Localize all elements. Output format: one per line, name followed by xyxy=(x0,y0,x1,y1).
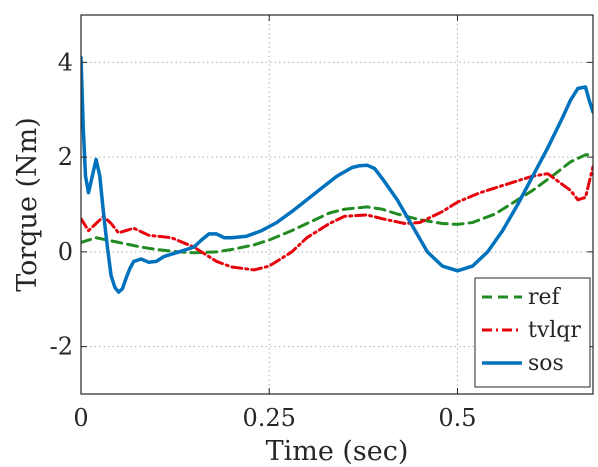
series-layer xyxy=(81,55,593,294)
legend: ref tvlqr sos xyxy=(474,277,591,388)
series-line-ref xyxy=(81,153,593,255)
y-tick-label: 4 xyxy=(58,48,73,76)
series-line-sos xyxy=(81,55,593,294)
y-tick-label: -2 xyxy=(50,333,73,361)
x-tick-label: 0.5 xyxy=(438,404,476,432)
y-tick-label: 0 xyxy=(58,238,73,266)
y-tick-label: 2 xyxy=(58,143,73,171)
series-line-tvlqr xyxy=(81,165,593,272)
x-axis-label: Time (sec) xyxy=(266,436,409,467)
legend-label-ref: ref xyxy=(528,285,562,310)
x-tick-label: 0.25 xyxy=(243,404,296,432)
ticks: 0 0.25 0.5 -2 0 2 4 xyxy=(50,15,593,432)
legend-label-tvlqr: tvlqr xyxy=(528,318,581,343)
legend-label-sos: sos xyxy=(528,351,564,376)
legend-box xyxy=(474,277,591,388)
axes-box xyxy=(80,14,594,395)
x-tick-label: 0 xyxy=(73,404,88,432)
y-axis-label: Torque (Nm) xyxy=(12,117,43,292)
